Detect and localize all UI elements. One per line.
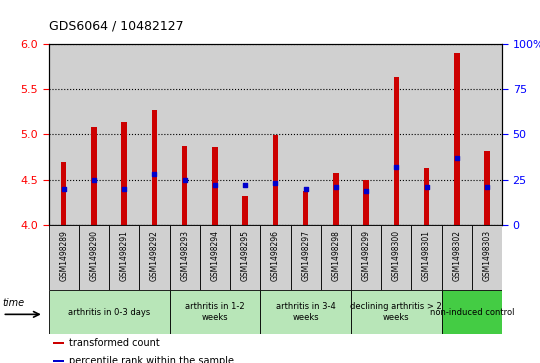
Text: transformed count: transformed count	[69, 338, 160, 348]
Text: GSM1498292: GSM1498292	[150, 230, 159, 281]
Point	[392, 164, 401, 170]
Text: GSM1498296: GSM1498296	[271, 230, 280, 281]
Bar	[170, 225, 200, 290]
Point	[150, 171, 159, 177]
Bar	[61, 162, 66, 225]
Text: GSM1498298: GSM1498298	[332, 230, 340, 281]
Bar	[152, 110, 157, 225]
Bar	[200, 44, 230, 225]
Bar	[472, 44, 502, 225]
Text: GSM1498295: GSM1498295	[241, 230, 249, 281]
Bar	[291, 225, 321, 290]
Point	[332, 184, 340, 190]
Text: GSM1498297: GSM1498297	[301, 230, 310, 281]
Bar	[321, 44, 351, 225]
Bar	[79, 44, 109, 225]
Text: GSM1498300: GSM1498300	[392, 230, 401, 281]
Bar	[411, 225, 442, 290]
Bar	[122, 122, 127, 225]
Bar	[109, 225, 139, 290]
Text: GSM1498303: GSM1498303	[483, 230, 491, 281]
Point	[453, 155, 461, 161]
Bar	[139, 44, 170, 225]
Point	[120, 186, 129, 192]
Bar	[170, 290, 260, 334]
Bar	[484, 151, 490, 225]
Bar	[472, 225, 502, 290]
Bar	[454, 53, 460, 225]
Bar	[212, 147, 218, 225]
Text: GSM1498299: GSM1498299	[362, 230, 370, 281]
Point	[362, 188, 370, 193]
Point	[180, 177, 189, 183]
Text: arthritis in 0-3 days: arthritis in 0-3 days	[68, 308, 150, 317]
Text: arthritis in 3-4
weeks: arthritis in 3-4 weeks	[276, 302, 335, 322]
Text: GDS6064 / 10482127: GDS6064 / 10482127	[49, 20, 183, 33]
Point	[211, 182, 219, 188]
Bar	[200, 225, 230, 290]
Bar	[242, 196, 248, 225]
Bar	[49, 290, 170, 334]
Bar	[182, 146, 187, 225]
Point	[241, 182, 249, 188]
Bar	[351, 44, 381, 225]
Bar	[139, 225, 170, 290]
Bar	[321, 225, 351, 290]
Point	[422, 184, 431, 190]
Text: non-induced control: non-induced control	[430, 308, 514, 317]
Bar	[442, 44, 472, 225]
Bar	[230, 44, 260, 225]
Bar	[260, 44, 291, 225]
Bar	[291, 44, 321, 225]
Bar	[394, 77, 399, 225]
Bar	[79, 225, 109, 290]
Text: GSM1498289: GSM1498289	[59, 230, 68, 281]
Bar	[109, 44, 139, 225]
Bar	[53, 360, 64, 362]
Bar	[260, 225, 291, 290]
Point	[483, 184, 491, 190]
Bar	[411, 44, 442, 225]
Text: GSM1498290: GSM1498290	[90, 230, 98, 281]
Bar	[381, 225, 411, 290]
Point	[90, 177, 98, 183]
Bar	[303, 191, 308, 225]
Bar	[333, 173, 339, 225]
Bar	[363, 180, 369, 225]
Text: GSM1498291: GSM1498291	[120, 230, 129, 281]
Bar	[273, 135, 278, 225]
Text: time: time	[3, 298, 24, 307]
Bar	[351, 290, 442, 334]
Bar	[170, 44, 200, 225]
Bar	[53, 342, 64, 344]
Bar	[424, 168, 429, 225]
Bar	[91, 127, 97, 225]
Bar	[260, 290, 351, 334]
Bar	[49, 225, 79, 290]
Bar	[442, 225, 472, 290]
Text: GSM1498302: GSM1498302	[453, 230, 461, 281]
Bar	[230, 225, 260, 290]
Text: GSM1498294: GSM1498294	[211, 230, 219, 281]
Text: arthritis in 1-2
weeks: arthritis in 1-2 weeks	[185, 302, 245, 322]
Text: GSM1498301: GSM1498301	[422, 230, 431, 281]
Point	[271, 180, 280, 186]
Point	[59, 186, 68, 192]
Bar	[49, 44, 79, 225]
Bar	[351, 225, 381, 290]
Point	[301, 186, 310, 192]
Text: percentile rank within the sample: percentile rank within the sample	[69, 356, 234, 363]
Text: GSM1498293: GSM1498293	[180, 230, 189, 281]
Bar	[381, 44, 411, 225]
Bar	[442, 290, 502, 334]
Text: declining arthritis > 2
weeks: declining arthritis > 2 weeks	[350, 302, 442, 322]
